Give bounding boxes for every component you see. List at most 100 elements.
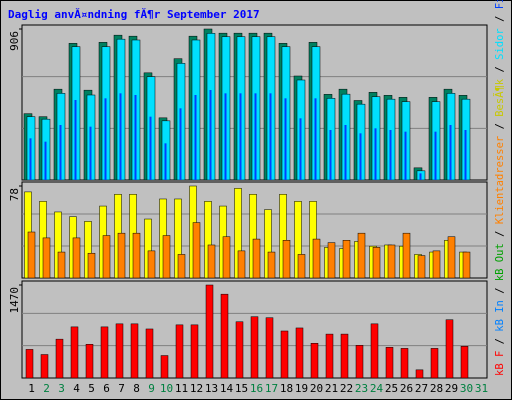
bar	[372, 247, 381, 279]
bar	[235, 321, 244, 379]
y-tick-label: 906	[8, 31, 21, 51]
bar	[434, 131, 437, 180]
bar	[254, 93, 257, 180]
x-tick-label: 14	[220, 382, 234, 395]
bar	[404, 131, 407, 180]
bar	[297, 254, 306, 279]
bar	[295, 327, 304, 379]
x-tick-label: 6	[103, 382, 110, 395]
bar	[325, 333, 334, 379]
bar	[85, 344, 94, 379]
bar	[149, 116, 152, 180]
bar	[134, 95, 137, 180]
bar	[449, 125, 452, 180]
bar	[44, 141, 47, 180]
bar	[192, 222, 201, 279]
x-tick-label: 5	[88, 382, 95, 395]
x-tick-label: 31	[475, 382, 488, 395]
y-tick-label: 1470	[8, 287, 21, 314]
x-tick-label: 24	[370, 382, 384, 395]
bar	[280, 330, 289, 379]
legend-entry: Sidor	[494, 28, 506, 60]
x-tick-label: 3	[58, 382, 65, 395]
bar	[175, 324, 184, 379]
bar	[269, 93, 272, 180]
bar	[464, 130, 467, 180]
bar	[207, 244, 216, 279]
x-tick-label: 15	[235, 382, 248, 395]
bar	[132, 232, 141, 279]
bar	[162, 235, 171, 279]
bar	[265, 317, 274, 379]
bar	[100, 326, 109, 379]
x-tick-label: 25	[385, 382, 398, 395]
y-tick-label: 78	[8, 188, 21, 201]
bar	[415, 369, 424, 379]
bar	[370, 323, 379, 379]
bar	[374, 128, 377, 180]
legend-separator: /	[494, 60, 506, 79]
bar	[417, 255, 426, 279]
x-tick-label: 4	[73, 382, 80, 395]
bar	[190, 324, 199, 379]
bar	[282, 240, 291, 279]
bar	[284, 98, 287, 180]
legend-separator: /	[494, 224, 506, 243]
bar	[402, 232, 411, 279]
bar	[389, 130, 392, 180]
legend-entry: Filer	[494, 0, 506, 9]
legend-entry: BesĂ¶k	[493, 78, 506, 117]
bar	[87, 252, 96, 279]
bar	[42, 237, 51, 279]
bar	[250, 316, 259, 379]
bar	[327, 242, 336, 279]
x-tick-label: 16	[250, 382, 263, 395]
bar	[344, 125, 347, 180]
bar	[29, 138, 32, 180]
legend-separator: /	[494, 281, 506, 300]
x-tick-label: 30	[460, 382, 473, 395]
legend: kB F / kB In / kB Out / Klientadresser /…	[493, 0, 506, 376]
bar	[359, 133, 362, 180]
bar	[432, 250, 441, 279]
bar	[419, 173, 422, 180]
legend-entry: Klientadresser	[494, 136, 506, 225]
bar	[130, 323, 139, 379]
bar	[104, 98, 107, 180]
x-tick-label: 10	[160, 382, 173, 395]
bar	[70, 326, 79, 379]
bar	[329, 130, 332, 180]
legend-separator: /	[494, 117, 506, 136]
x-tick-label: 23	[355, 382, 368, 395]
bar	[164, 143, 167, 180]
bar	[267, 251, 276, 279]
bar	[117, 232, 126, 279]
legend-entry: kB Out	[494, 243, 506, 281]
bar	[40, 354, 49, 379]
x-tick-label: 28	[430, 382, 443, 395]
bar	[179, 108, 182, 180]
x-tick-label: 19	[295, 382, 308, 395]
bar	[357, 232, 366, 279]
bar	[462, 251, 471, 279]
bar	[194, 95, 197, 180]
bar	[340, 333, 349, 379]
bar	[72, 237, 81, 279]
bar	[312, 238, 321, 279]
bar	[27, 231, 36, 279]
bar	[57, 251, 66, 279]
bar	[299, 118, 302, 180]
x-tick-label: 29	[445, 382, 458, 395]
bar	[115, 323, 124, 379]
bar	[119, 93, 122, 180]
x-tick-label: 11	[175, 382, 188, 395]
bar	[74, 100, 77, 180]
bar	[220, 293, 229, 379]
x-tick-label: 21	[325, 382, 338, 395]
bar	[355, 345, 364, 379]
bar	[55, 338, 64, 379]
x-tick-label: 7	[118, 382, 125, 395]
bar	[430, 348, 439, 379]
bar	[237, 250, 246, 279]
